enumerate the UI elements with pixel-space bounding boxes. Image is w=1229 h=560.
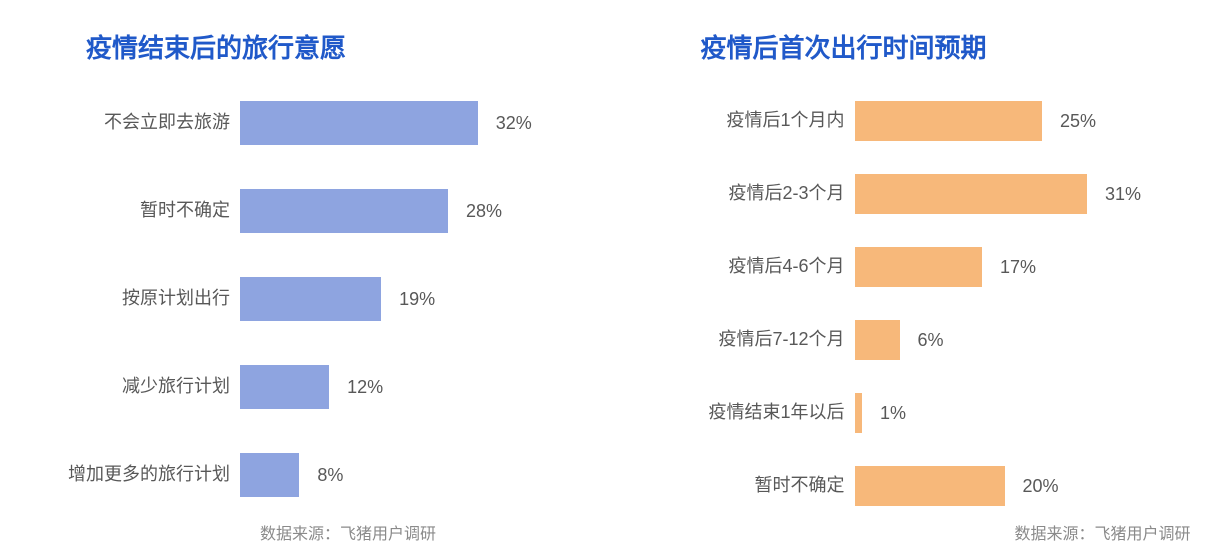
- bar-row: 疫情后2-3个月 31%: [645, 174, 1200, 214]
- bar-category-label: 疫情后7-12个月: [645, 329, 855, 351]
- bar-row: 不会立即去旅游 32%: [30, 101, 585, 145]
- bar-row: 暂时不确定 28%: [30, 189, 585, 233]
- bar-fill: [855, 320, 900, 360]
- bar-category-label: 暂时不确定: [645, 475, 855, 497]
- bar-category-label: 暂时不确定: [30, 200, 240, 222]
- left-chart-title: 疫情结束后的旅行意愿: [86, 28, 585, 65]
- bar-row: 疫情后1个月内 25%: [645, 101, 1200, 141]
- bar-track: [855, 174, 1088, 214]
- bar-value-label: 25%: [1060, 111, 1096, 132]
- bar-track: [855, 247, 983, 287]
- bar-category-label: 按原计划出行: [30, 288, 240, 310]
- bar-track: [855, 101, 1043, 141]
- page: 疫情结束后的旅行意愿 不会立即去旅游 32% 暂时不确定 28% 按原计划出行 19% 减少…: [0, 0, 1229, 560]
- bar-row: 减少旅行计划 12%: [30, 365, 585, 409]
- bar-fill: [855, 174, 1088, 214]
- bar-category-label: 疫情后4-6个月: [645, 256, 855, 278]
- left-panel: 疫情结束后的旅行意愿 不会立即去旅游 32% 暂时不确定 28% 按原计划出行 19% 减少…: [0, 0, 615, 560]
- bar-row: 疫情结束1年以后 1%: [645, 393, 1200, 433]
- right-chart-title: 疫情后首次出行时间预期: [701, 28, 1200, 65]
- bar-category-label: 疫情结束1年以后: [645, 402, 855, 424]
- bar-fill: [240, 277, 381, 321]
- bar-category-label: 增加更多的旅行计划: [30, 464, 240, 486]
- bar-category-label: 疫情后1个月内: [645, 110, 855, 132]
- bar-fill: [240, 365, 329, 409]
- bar-track: [240, 453, 299, 497]
- bar-value-label: 19%: [399, 289, 435, 310]
- bar-track: [240, 189, 448, 233]
- bar-fill: [855, 101, 1043, 141]
- right-chart-bars: 疫情后1个月内 25% 疫情后2-3个月 31% 疫情后4-6个月 17% 疫情后7-12个…: [645, 101, 1200, 506]
- bar-track: [855, 320, 900, 360]
- bar-value-label: 1%: [880, 403, 906, 424]
- bar-category-label: 不会立即去旅游: [30, 112, 240, 134]
- left-source-text: 数据来源：飞猪用户调研: [260, 520, 436, 544]
- bar-row: 增加更多的旅行计划 8%: [30, 453, 585, 497]
- bar-category-label: 疫情后2-3个月: [645, 183, 855, 205]
- bar-category-label: 减少旅行计划: [30, 376, 240, 398]
- bar-value-label: 20%: [1023, 476, 1059, 497]
- bar-value-label: 17%: [1000, 257, 1036, 278]
- bar-row: 按原计划出行 19%: [30, 277, 585, 321]
- bar-value-label: 8%: [317, 465, 343, 486]
- bar-track: [855, 466, 1005, 506]
- bar-fill: [240, 101, 478, 145]
- bar-fill: [855, 247, 983, 287]
- left-chart-bars: 不会立即去旅游 32% 暂时不确定 28% 按原计划出行 19% 减少旅行计划 12% 增加更多…: [30, 101, 585, 497]
- bar-value-label: 12%: [347, 377, 383, 398]
- bar-value-label: 28%: [466, 201, 502, 222]
- bar-fill: [240, 189, 448, 233]
- right-source-text: 数据来源：飞猪用户调研: [1015, 520, 1191, 544]
- bar-value-label: 32%: [496, 113, 532, 134]
- bar-row: 暂时不确定 20%: [645, 466, 1200, 506]
- bar-row: 疫情后4-6个月 17%: [645, 247, 1200, 287]
- bar-value-label: 6%: [918, 330, 944, 351]
- bar-track: [240, 101, 478, 145]
- bar-value-label: 31%: [1105, 184, 1141, 205]
- right-panel: 疫情后首次出行时间预期 疫情后1个月内 25% 疫情后2-3个月 31% 疫情后4-6个…: [615, 0, 1229, 560]
- bar-fill: [855, 393, 863, 433]
- bar-track: [240, 277, 381, 321]
- bar-track: [855, 393, 863, 433]
- bar-fill: [855, 466, 1005, 506]
- bar-track: [240, 365, 329, 409]
- bar-fill: [240, 453, 299, 497]
- bar-row: 疫情后7-12个月 6%: [645, 320, 1200, 360]
